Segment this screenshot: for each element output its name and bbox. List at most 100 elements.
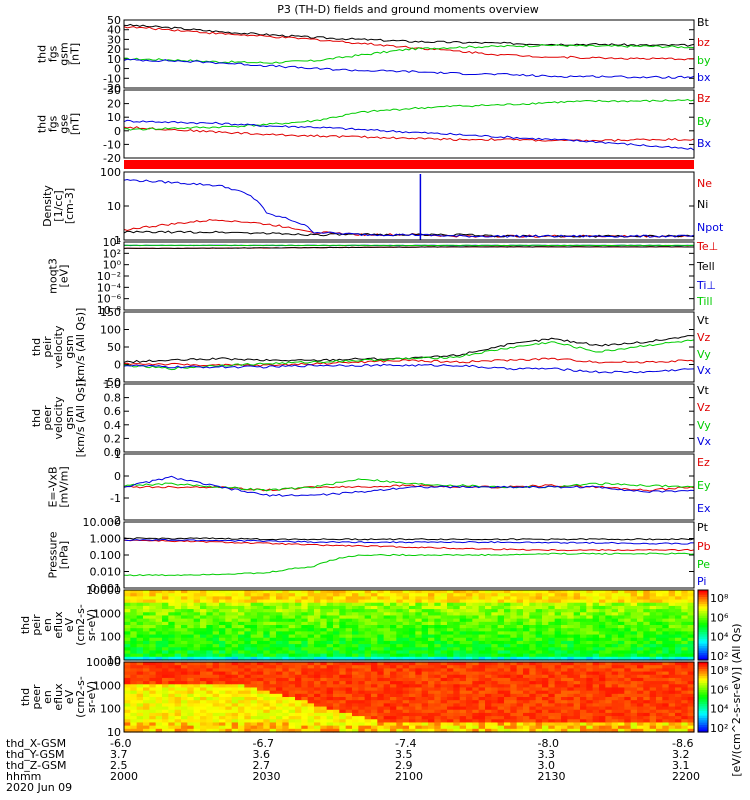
spectrogram-cell <box>453 681 461 685</box>
spectrogram-cell <box>662 700 670 704</box>
spectrogram-cell <box>668 634 676 639</box>
spectrogram-cell <box>459 625 467 629</box>
spectrogram-cell <box>181 665 188 669</box>
spectrogram-cell <box>124 716 131 720</box>
spectrogram-cell <box>396 671 404 676</box>
spectrogram-cell <box>345 615 353 620</box>
spectrogram-cell <box>181 662 188 666</box>
spectrogram-cell <box>383 668 391 673</box>
spectrogram-cell <box>390 687 397 692</box>
spectrogram-cell <box>244 644 252 648</box>
spectrogram-cell <box>447 637 454 642</box>
spectrogram-cell <box>415 590 423 594</box>
colorbar-cell <box>698 722 708 726</box>
spectrogram-cell <box>440 684 448 689</box>
spectrogram-cell <box>238 596 245 601</box>
spectrogram-cell <box>162 618 169 623</box>
spectrogram-cell <box>599 716 606 720</box>
spectrogram-cell <box>428 706 435 711</box>
spectrogram-cell <box>371 628 378 632</box>
spectrogram-cell <box>212 628 220 632</box>
spectrogram-cell <box>181 687 188 692</box>
spectrogram-cell <box>580 728 587 733</box>
spectrogram-cell <box>415 665 423 669</box>
spectrogram-cell <box>624 615 632 620</box>
spectrogram-cell <box>155 716 163 720</box>
spectrogram-cell <box>542 684 549 689</box>
spectrogram-cell <box>611 665 619 669</box>
spectrogram-cell <box>459 605 467 610</box>
spectrogram-cell <box>510 700 518 704</box>
spectrogram-cell <box>662 690 670 695</box>
spectrogram-cell <box>681 687 689 692</box>
spectrogram-cell <box>681 618 689 623</box>
spectrogram-cell <box>288 640 296 645</box>
spectrogram-cell <box>231 650 239 655</box>
spectrogram-cell <box>168 605 176 610</box>
spectrogram-cell <box>244 665 252 669</box>
spectrogram-cell <box>383 712 391 717</box>
spectrogram-cell <box>307 615 315 620</box>
spectrogram-cell <box>307 631 315 636</box>
spectrogram-cell <box>383 640 391 645</box>
spectrogram-cell <box>225 719 233 724</box>
spectrogram-cell <box>358 725 366 730</box>
spectrogram-cell <box>383 618 391 623</box>
spectrogram-cell <box>643 647 651 652</box>
spectrogram-cell <box>238 653 245 658</box>
spectrogram-cell <box>548 618 556 623</box>
spectrogram-cell <box>162 709 169 714</box>
spectrogram-cell <box>193 706 201 711</box>
spectrogram-cell <box>611 728 619 733</box>
spectrogram-cell <box>656 590 663 594</box>
spectrogram-cell <box>155 712 163 717</box>
spectrogram-cell <box>269 647 277 652</box>
spectrogram-cell <box>402 590 410 594</box>
spectrogram-cell <box>314 671 321 676</box>
spectrogram-cell <box>611 690 619 695</box>
spectrogram-cell <box>548 637 556 642</box>
spectrogram-cell <box>250 625 258 629</box>
spectrogram-cell <box>548 697 556 701</box>
spectrogram-cell <box>339 725 347 730</box>
x-tick-label: -8.6 <box>672 737 694 750</box>
spectrogram-cell <box>618 656 625 661</box>
colorbar-tick: 10⁸ <box>710 592 729 605</box>
spectrogram-cell <box>440 693 448 698</box>
spectrogram-cell <box>409 719 416 724</box>
spectrogram-cell <box>383 674 391 679</box>
spectrogram-cell <box>415 697 423 701</box>
spectrogram-cell <box>396 653 404 658</box>
spectrogram-cell <box>656 615 663 620</box>
spectrogram-cell <box>136 647 144 652</box>
spectrogram-cell <box>643 590 651 594</box>
spectrogram-cell <box>649 634 657 639</box>
spectrogram-cell <box>529 706 537 711</box>
spectrogram-cell <box>225 722 233 727</box>
spectrogram-cell <box>225 605 233 610</box>
spectrogram-cell <box>504 700 511 704</box>
spectrogram-cell <box>618 693 625 698</box>
spectrogram-cell <box>143 671 150 676</box>
spectrogram-cell <box>478 722 486 727</box>
spectrogram-cell <box>687 653 695 658</box>
spectrogram-cell <box>548 677 556 682</box>
spectrogram-cell <box>554 674 562 679</box>
spectrogram-cell <box>447 690 454 695</box>
spectrogram-cell <box>187 671 195 676</box>
y-tick-label: 1000 <box>93 679 121 692</box>
spectrogram-cell <box>288 697 296 701</box>
spectrogram-cell <box>130 647 138 652</box>
spectrogram-cell <box>649 644 657 648</box>
spectrogram-cell <box>212 716 220 720</box>
spectrogram-cell <box>295 719 302 724</box>
spectrogram-cell <box>130 631 138 636</box>
spectrogram-cell <box>130 681 138 685</box>
spectrogram-cell <box>561 697 568 701</box>
spectrogram-cell <box>219 728 226 733</box>
spectrogram-cell <box>371 674 378 679</box>
spectrogram-cell <box>320 637 328 642</box>
y-tick-label: 10000 <box>86 584 121 597</box>
spectrogram-cell <box>263 628 271 632</box>
spectrogram-cell <box>624 644 632 648</box>
